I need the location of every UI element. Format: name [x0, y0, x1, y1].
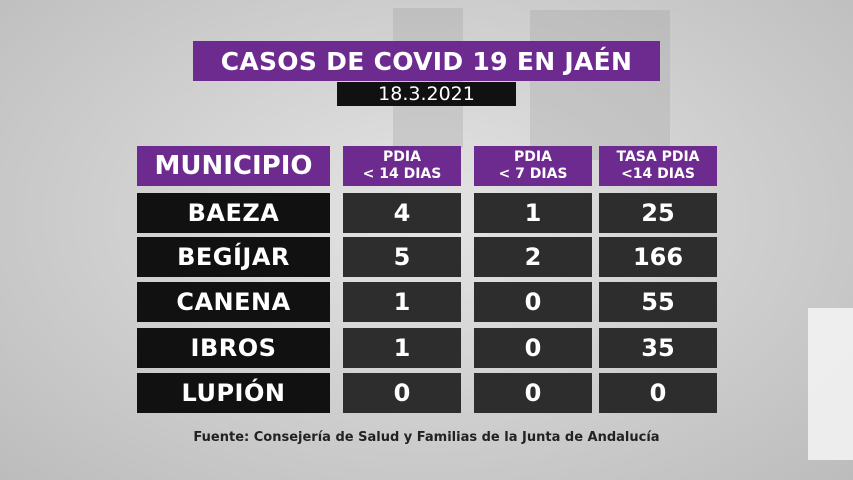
row-pdia7-cell: 0	[474, 328, 592, 368]
header-tasa-pdia: TASA PDIA <14 DIAS	[599, 146, 717, 186]
header-pdia-7-line2: < 7 DIAS	[498, 166, 568, 182]
background-watermark-right	[530, 10, 670, 160]
header-tasa-line1: TASA PDIA	[616, 149, 700, 165]
row-municipio-cell: LUPIÓN	[137, 373, 330, 413]
header-pdia-14: PDIA < 14 DIAS	[343, 146, 461, 186]
row-tasa-cell: 55	[599, 282, 717, 322]
header-pdia-7: PDIA < 7 DIAS	[474, 146, 592, 186]
row-tasa-cell: 0	[599, 373, 717, 413]
row-pdia14-cell: 4	[343, 193, 461, 233]
row-tasa-cell: 35	[599, 328, 717, 368]
row-pdia14-cell: 5	[343, 237, 461, 277]
row-pdia14-cell: 0	[343, 373, 461, 413]
row-pdia14-cell: 1	[343, 282, 461, 322]
row-pdia7-cell: 1	[474, 193, 592, 233]
page-title: CASOS DE COVID 19 EN JAÉN	[193, 41, 660, 81]
row-municipio-cell: CANENA	[137, 282, 330, 322]
header-pdia-14-line1: PDIA	[383, 149, 421, 165]
row-pdia14-cell: 1	[343, 328, 461, 368]
row-pdia7-cell: 0	[474, 282, 592, 322]
row-tasa-cell: 25	[599, 193, 717, 233]
row-pdia7-cell: 0	[474, 373, 592, 413]
row-municipio-cell: BEGÍJAR	[137, 237, 330, 277]
row-municipio-cell: IBROS	[137, 328, 330, 368]
row-municipio-cell: BAEZA	[137, 193, 330, 233]
header-tasa-line2: <14 DIAS	[621, 166, 695, 182]
header-municipio-label: MUNICIPIO	[154, 151, 313, 181]
header-pdia-14-line2: < 14 DIAS	[362, 166, 442, 182]
source-caption: Fuente: Consejería de Salud y Familias d…	[193, 430, 660, 445]
header-pdia-7-line1: PDIA	[514, 149, 552, 165]
background-light-panel	[808, 308, 853, 460]
header-municipio: MUNICIPIO	[137, 146, 330, 186]
row-pdia7-cell: 2	[474, 237, 592, 277]
date-label: 18.3.2021	[337, 82, 516, 106]
row-tasa-cell: 166	[599, 237, 717, 277]
